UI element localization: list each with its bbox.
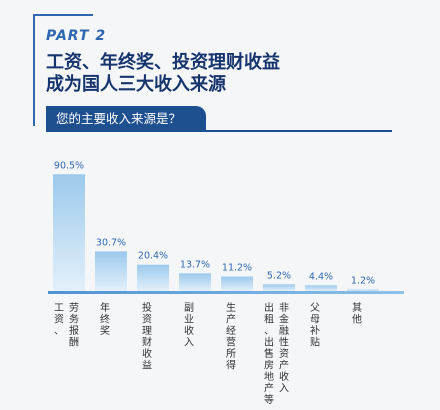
- bar-value-label-6: 4.4%: [309, 271, 333, 282]
- category-label-3-char: 入: [184, 338, 194, 349]
- category-label-5-char: 收: [279, 370, 289, 383]
- bar-0: [53, 174, 85, 291]
- title-line-2: 成为国人三大收入来源: [46, 74, 226, 95]
- category-label-6-char: 母: [310, 314, 320, 326]
- question-underline: [46, 130, 392, 132]
- frame-left-border: [33, 14, 35, 126]
- category-label-5-char: 租: [264, 313, 274, 326]
- category-label-4-char: 经: [226, 324, 236, 337]
- category-label-0-char: 、: [54, 326, 64, 337]
- category-label-0-char: 工: [54, 303, 64, 314]
- category-label-6-char: 补: [310, 324, 320, 337]
- category-label-6-char: 父: [310, 302, 320, 314]
- category-label-0-char: 资: [54, 314, 64, 326]
- bar-value-label-2: 20.4%: [138, 251, 168, 262]
- category-label-4-char: 得: [226, 360, 236, 372]
- category-label-0-char: 报: [69, 324, 79, 337]
- bar-value-label-7: 1.2%: [351, 275, 375, 286]
- bar-value-label-0: 90.5%: [54, 160, 84, 171]
- bar-value-label-4: 11.2%: [222, 263, 252, 274]
- category-label-5-char: 资: [279, 348, 289, 360]
- bar-1: [95, 251, 127, 291]
- category-label-5-char: 地: [264, 370, 274, 383]
- category-label-1-char: 终: [100, 313, 110, 326]
- bar-value-label-5: 5.2%: [267, 270, 291, 281]
- category-label-5-char: 、: [264, 326, 274, 337]
- category-label-5-char: 入: [279, 384, 289, 395]
- bar-5: [263, 284, 295, 291]
- bar-4: [221, 276, 253, 291]
- category-label-3-char: 副: [184, 302, 194, 314]
- category-label-2-char: 财: [142, 336, 152, 349]
- section-label: PART 2: [46, 28, 107, 44]
- bar-value-label-1: 30.7%: [96, 237, 126, 248]
- category-label-5-char: 房: [264, 359, 274, 372]
- chart-baseline: [48, 291, 404, 294]
- frame-top-border: [33, 14, 93, 16]
- category-label-2-char: 投: [142, 301, 152, 314]
- category-label-4-char: 产: [226, 313, 236, 326]
- bar-value-label-3: 13.7%: [180, 259, 210, 270]
- category-label-2-char: 收: [142, 347, 152, 360]
- bar-7: [347, 289, 379, 291]
- category-label-7-char: 其: [352, 302, 362, 314]
- category-label-4-char: 所: [226, 348, 236, 360]
- category-label-5-char: 产: [264, 382, 274, 395]
- category-label-4-char: 营: [226, 336, 236, 349]
- category-label-5-char: 出: [264, 301, 274, 314]
- category-label-3-char: 收: [184, 324, 194, 337]
- category-label-5-char: 产: [279, 359, 289, 372]
- category-label-5-char: 金: [279, 313, 289, 326]
- category-label-1-char: 年: [100, 301, 110, 314]
- page-title: 工资、年终奖、投资理财收益 成为国人三大收入来源: [46, 52, 406, 96]
- category-label-5-char: 售: [264, 347, 274, 360]
- category-label-4-char: 生: [226, 301, 236, 314]
- category-label-5-char: 非: [279, 302, 289, 314]
- category-label-2-char: 理: [142, 325, 152, 337]
- category-label-0-char: 务: [69, 313, 79, 326]
- bar-6: [305, 285, 337, 291]
- category-label-5-char: 出: [264, 336, 274, 349]
- bar-2: [137, 264, 169, 291]
- bar-3: [179, 273, 211, 291]
- category-label-5-char: 性: [279, 336, 289, 349]
- category-label-5-char: 等: [264, 393, 274, 406]
- category-label-1-char: 奖: [100, 324, 110, 337]
- category-label-2-char: 益: [142, 359, 152, 372]
- category-label-0-char: 酬: [69, 337, 79, 349]
- category-label-3-char: 业: [184, 314, 194, 326]
- question-tab: 您的主要收入来源是？: [46, 106, 206, 132]
- category-label-0-char: 劳: [69, 301, 79, 314]
- category-label-2-char: 资: [142, 314, 152, 326]
- title-line-1: 工资、年终奖、投资理财收益: [46, 52, 280, 73]
- category-label-7-char: 他: [352, 313, 362, 326]
- category-label-5-char: 融: [279, 325, 289, 337]
- category-label-6-char: 贴: [310, 336, 320, 349]
